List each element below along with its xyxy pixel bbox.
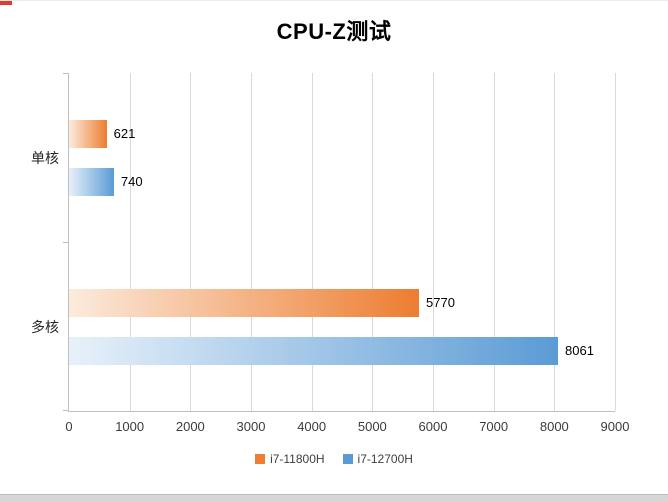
legend-swatch	[255, 454, 266, 464]
gridline	[372, 73, 374, 411]
gridline	[311, 73, 313, 411]
chart-title: CPU-Z测试	[276, 19, 392, 44]
bar-i7-11800H-单核	[69, 119, 107, 148]
gridline	[554, 73, 556, 411]
y-axis-category-label: 多核	[31, 318, 59, 335]
bar-i7-12700H-单核	[69, 167, 114, 196]
x-axis-tick-label: 8000	[539, 419, 569, 434]
plot-area: 0 1000 2000 3000 4000 5000 6000 7000 8000 9000 单核 6…	[31, 73, 629, 434]
y-axis-tick	[63, 73, 69, 74]
x-axis-tick-label: 7000	[479, 419, 509, 434]
y-axis-tick	[63, 242, 69, 243]
y-axis-category-label: 单核	[31, 149, 59, 166]
bar-value-label: 8061	[565, 342, 594, 358]
x-axis-tick-label: 0	[65, 419, 73, 434]
gridline	[129, 73, 131, 411]
gridline	[251, 73, 252, 411]
x-axis-tick-label: 4000	[297, 419, 327, 434]
bar-value-label: 740	[120, 173, 143, 189]
bottom-scrollbar	[0, 494, 668, 502]
y-axis-tick	[63, 410, 69, 411]
bar-value-label: 5770	[426, 294, 455, 310]
bar-value-label: 621	[113, 125, 136, 141]
legend-item: i7-11800H	[255, 452, 325, 466]
top-left-red-artifact	[0, 1, 12, 5]
x-axis-tick-label: 1000	[115, 419, 145, 434]
x-axis-tick-label: 3000	[236, 419, 266, 434]
legend: i7-11800H i7-12700H	[0, 452, 668, 466]
gridline	[615, 73, 616, 411]
gridline	[493, 73, 495, 411]
x-axis-tick-label: 5000	[357, 419, 387, 434]
x-axis-tick-label: 9000	[600, 419, 630, 434]
bar-i7-12700H-多核	[69, 336, 559, 365]
bar-i7-11800H-多核	[69, 288, 420, 317]
legend-label: i7-12700H	[357, 452, 413, 466]
gridline	[190, 73, 192, 411]
legend-label: i7-11800H	[270, 452, 325, 466]
x-axis-tick-label: 2000	[175, 419, 205, 434]
x-axis-tick-label: 6000	[418, 419, 448, 434]
legend-item: i7-12700H	[342, 452, 413, 466]
gridline	[433, 73, 434, 411]
legend-swatch	[342, 454, 353, 464]
